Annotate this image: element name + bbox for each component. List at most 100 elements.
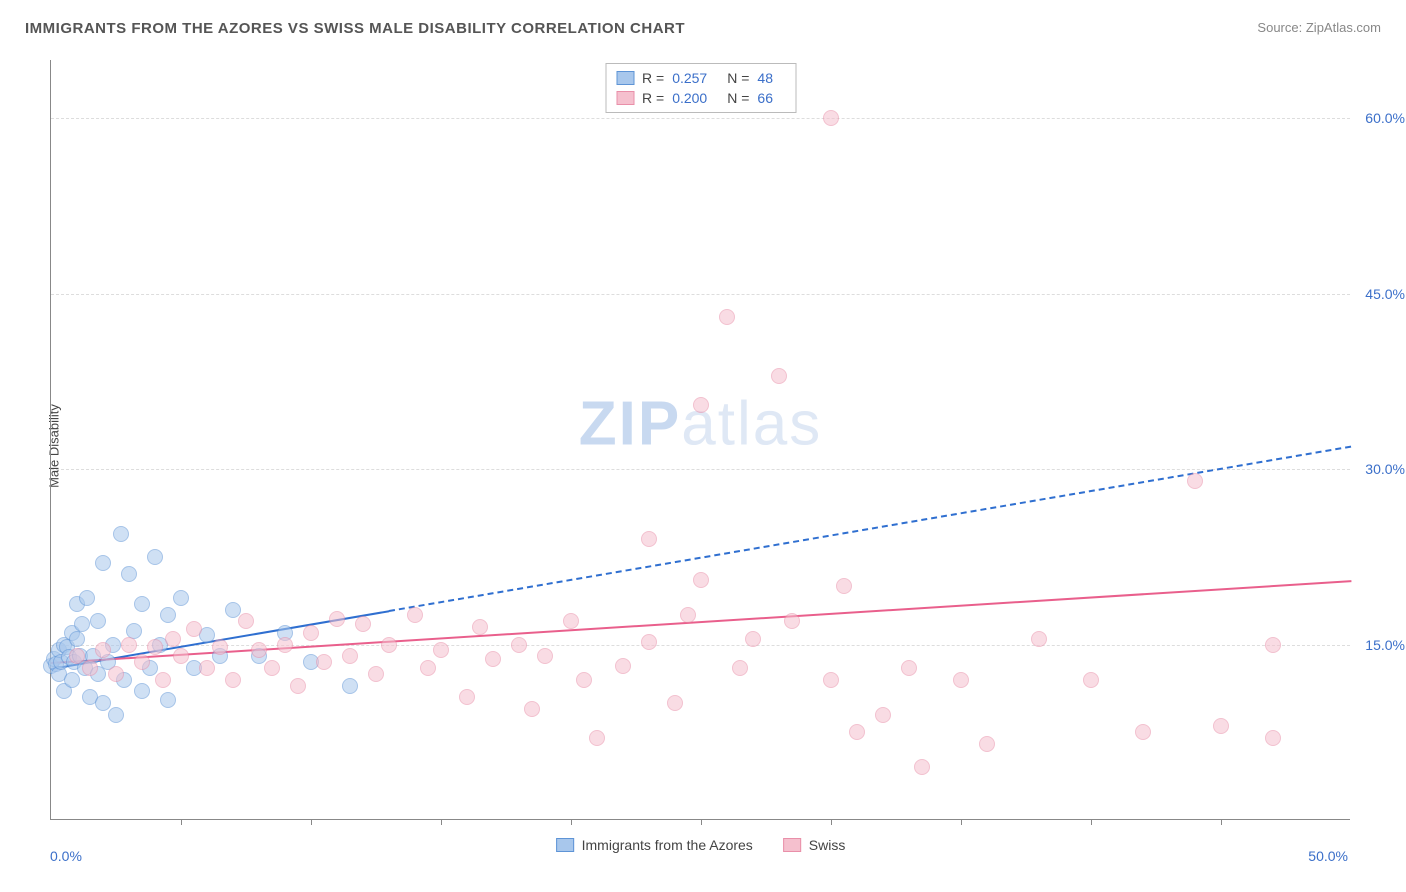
data-point <box>342 648 358 664</box>
data-point <box>173 590 189 606</box>
data-point <box>69 631 85 647</box>
data-point <box>641 531 657 547</box>
gridline <box>51 645 1350 646</box>
data-point <box>121 637 137 653</box>
data-point <box>134 654 150 670</box>
data-point <box>79 590 95 606</box>
data-point <box>1031 631 1047 647</box>
data-point <box>979 736 995 752</box>
data-point <box>186 621 202 637</box>
r-label: R = <box>642 70 664 86</box>
plot-area: ZIPatlas R =0.257N =48R =0.200N =66 Immi… <box>50 60 1350 820</box>
data-point <box>95 555 111 571</box>
data-point <box>511 637 527 653</box>
legend-item: Immigrants from the Azores <box>556 837 753 853</box>
data-point <box>732 660 748 676</box>
stats-legend: R = 0.257 N = 48 R = 0.200 N = 66 <box>605 63 796 113</box>
data-point <box>264 660 280 676</box>
legend-swatch <box>783 838 801 852</box>
n-value: 66 <box>757 90 773 106</box>
data-point <box>875 707 891 723</box>
data-point <box>95 642 111 658</box>
x-tick <box>311 819 312 825</box>
y-tick-label: 60.0% <box>1355 110 1405 126</box>
data-point <box>901 660 917 676</box>
data-point <box>316 654 332 670</box>
n-value: 48 <box>757 70 773 86</box>
data-point <box>745 631 761 647</box>
data-point <box>113 526 129 542</box>
watermark-zip: ZIP <box>579 390 681 459</box>
data-point <box>108 666 124 682</box>
source-attribution: Source: ZipAtlas.com <box>1257 20 1381 35</box>
x-tick <box>571 819 572 825</box>
r-value: 0.200 <box>672 90 707 106</box>
stats-legend-row: R = 0.257 N = 48 <box>616 68 785 88</box>
data-point <box>680 607 696 623</box>
legend-item: Swiss <box>783 837 846 853</box>
data-point <box>1265 637 1281 653</box>
gridline <box>51 118 1350 119</box>
data-point <box>165 631 181 647</box>
x-tick <box>181 819 182 825</box>
data-point <box>329 611 345 627</box>
source-label: Source: <box>1257 20 1302 35</box>
data-point <box>381 637 397 653</box>
data-point <box>719 309 735 325</box>
data-point <box>147 639 163 655</box>
data-point <box>589 730 605 746</box>
x-tick <box>701 819 702 825</box>
source-link[interactable]: ZipAtlas.com <box>1306 20 1381 35</box>
data-point <box>82 660 98 676</box>
data-point <box>225 672 241 688</box>
data-point <box>784 613 800 629</box>
r-value: 0.257 <box>672 70 707 86</box>
data-point <box>225 602 241 618</box>
data-point <box>576 672 592 688</box>
data-point <box>212 639 228 655</box>
stats-legend-row: R = 0.200 N = 66 <box>616 88 785 108</box>
legend-label: Swiss <box>809 837 846 853</box>
data-point <box>771 368 787 384</box>
data-point <box>472 619 488 635</box>
y-tick-label: 30.0% <box>1355 461 1405 477</box>
series-legend: Immigrants from the Azores Swiss <box>556 837 846 853</box>
r-label: R = <box>642 90 664 106</box>
data-point <box>160 607 176 623</box>
data-point <box>199 660 215 676</box>
data-point <box>147 549 163 565</box>
data-point <box>160 692 176 708</box>
data-point <box>433 642 449 658</box>
data-point <box>95 695 111 711</box>
data-point <box>407 607 423 623</box>
y-tick-label: 15.0% <box>1355 637 1405 653</box>
data-point <box>524 701 540 717</box>
data-point <box>953 672 969 688</box>
data-point <box>238 613 254 629</box>
data-point <box>1187 473 1203 489</box>
data-point <box>823 672 839 688</box>
data-point <box>64 672 80 688</box>
x-axis-max-label: 50.0% <box>1308 848 1348 864</box>
data-point <box>485 651 501 667</box>
data-point <box>693 397 709 413</box>
data-point <box>277 637 293 653</box>
n-label: N = <box>727 90 749 106</box>
data-point <box>90 613 106 629</box>
gridline <box>51 294 1350 295</box>
legend-swatch <box>556 838 574 852</box>
data-point <box>1213 718 1229 734</box>
n-label: N = <box>727 70 749 86</box>
data-point <box>108 707 124 723</box>
data-point <box>849 724 865 740</box>
data-point <box>69 648 85 664</box>
data-point <box>836 578 852 594</box>
data-point <box>459 689 475 705</box>
data-point <box>1083 672 1099 688</box>
x-tick <box>961 819 962 825</box>
data-point <box>914 759 930 775</box>
data-point <box>134 596 150 612</box>
data-point <box>342 678 358 694</box>
data-point <box>693 572 709 588</box>
data-point <box>615 658 631 674</box>
